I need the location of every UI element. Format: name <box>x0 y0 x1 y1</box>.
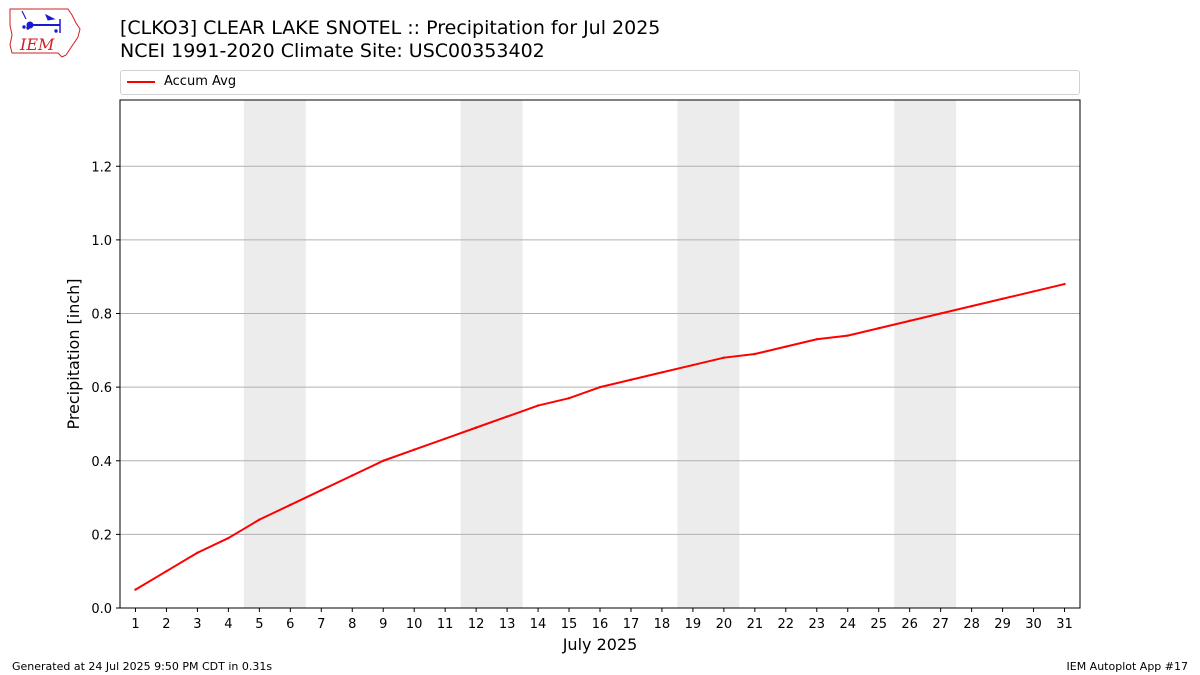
x-tick-label: 29 <box>994 617 1011 632</box>
x-tick-label: 24 <box>839 617 856 632</box>
x-tick-label: 18 <box>654 617 671 632</box>
x-tick-label: 26 <box>901 617 918 632</box>
x-tick-label: 16 <box>592 617 609 632</box>
x-tick-label: 31 <box>1056 617 1073 632</box>
y-tick-label: 0.0 <box>91 602 112 617</box>
data-point <box>753 352 757 356</box>
x-tick-label: 17 <box>623 617 640 632</box>
y-tick-label: 0.6 <box>91 381 112 396</box>
data-point <box>1032 290 1035 293</box>
x-tick-label: 7 <box>317 617 325 632</box>
data-point <box>320 489 323 492</box>
iem-logo: IEM <box>9 8 81 58</box>
data-point <box>196 551 199 554</box>
x-tick-label: 28 <box>963 617 980 632</box>
x-tick-label: 2 <box>162 617 170 632</box>
data-point <box>846 334 849 337</box>
data-point <box>877 327 880 330</box>
x-tick-label: 4 <box>224 617 232 632</box>
data-point <box>815 338 818 341</box>
data-point <box>474 426 478 429</box>
y-tick-label: 0.4 <box>91 455 112 470</box>
x-tick-label: 21 <box>747 617 764 632</box>
legend-swatch-accum-avg <box>127 81 155 83</box>
y-tick-label: 1.2 <box>91 160 112 175</box>
y-axis-label: Precipitation [inch] <box>64 278 83 429</box>
data-point <box>660 371 664 374</box>
generated-timestamp: Generated at 24 Jul 2025 9:50 PM CDT in … <box>12 660 273 673</box>
weather-instruments-icon <box>21 10 61 33</box>
x-tick-label: 6 <box>286 617 294 632</box>
x-tick-label: 3 <box>193 617 201 632</box>
chart-title: [CLKO3] CLEAR LAKE SNOTEL :: Precipitati… <box>120 17 661 39</box>
data-point <box>351 474 354 477</box>
x-tick-label: 19 <box>685 617 702 632</box>
data-point <box>165 569 168 573</box>
data-point <box>227 536 230 540</box>
data-point <box>1063 282 1066 286</box>
chart-subtitle: NCEI 1991-2020 Climate Site: USC00353402 <box>120 40 545 62</box>
x-tick-label: 9 <box>379 617 387 632</box>
x-tick-label: 25 <box>870 617 887 632</box>
weekend-band-1 <box>243 100 306 608</box>
weekend-band-4 <box>894 100 957 608</box>
data-point <box>691 363 695 367</box>
x-tick-label: 13 <box>499 617 516 632</box>
x-tick-label: 8 <box>348 617 356 632</box>
data-point <box>134 588 137 591</box>
data-point <box>1001 297 1004 300</box>
x-tick-label: 5 <box>255 617 263 632</box>
x-tick-label: 12 <box>468 617 485 632</box>
legend: Accum Avg <box>120 70 1080 95</box>
legend-label-accum-avg: Accum Avg <box>164 74 237 89</box>
weekend-band-3 <box>677 100 740 608</box>
data-point <box>598 385 602 389</box>
data-point <box>970 304 973 308</box>
x-axis-label: July 2025 <box>562 635 638 654</box>
y-tick-label: 1.0 <box>91 234 112 249</box>
app-credit: IEM Autoplot App #17 <box>1066 660 1189 673</box>
x-tick-label: 14 <box>530 617 547 632</box>
logo-text: IEM <box>19 35 55 54</box>
data-point <box>567 396 571 400</box>
x-tick-label: 30 <box>1025 617 1042 632</box>
data-point <box>784 345 788 348</box>
data-point <box>908 319 911 323</box>
data-point <box>289 503 292 507</box>
y-tick-label: 0.2 <box>91 528 112 543</box>
data-point <box>258 518 261 521</box>
x-tick-label: 27 <box>932 617 949 632</box>
iowa-state-outline <box>9 8 81 58</box>
data-point <box>443 437 447 440</box>
x-tick-label: 11 <box>437 617 454 632</box>
data-point <box>722 356 726 359</box>
x-tick-label: 1 <box>131 617 139 632</box>
y-tick-label: 0.8 <box>91 308 112 323</box>
data-point <box>505 415 509 418</box>
x-tick-label: 22 <box>778 617 795 632</box>
data-point <box>382 459 385 462</box>
x-tick-label: 10 <box>406 617 423 632</box>
x-tick-label: 15 <box>561 617 578 632</box>
x-tick-label: 20 <box>716 617 733 632</box>
data-point <box>939 312 942 315</box>
weekend-band-2 <box>460 100 523 608</box>
data-point <box>629 378 633 381</box>
plot-frame <box>119 99 1081 609</box>
data-point <box>536 404 540 407</box>
data-point <box>412 448 416 451</box>
x-tick-label: 23 <box>809 617 826 632</box>
